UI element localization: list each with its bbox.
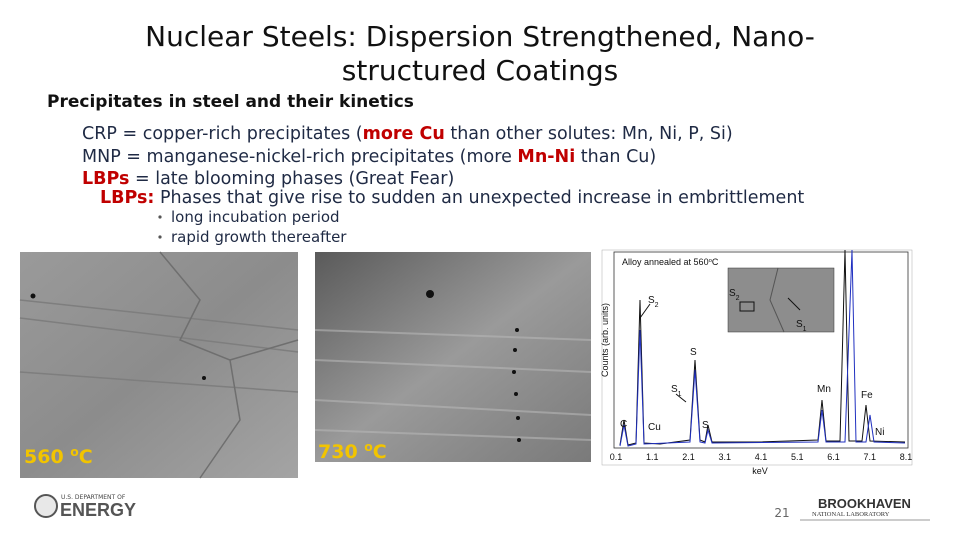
definition-line: LBPs = late blooming phases (Great Fear) bbox=[82, 169, 454, 189]
doe-logo bbox=[34, 494, 58, 518]
bullet-dot bbox=[158, 215, 162, 219]
x-tick-label: 8.1 bbox=[900, 452, 913, 462]
peak-label: C bbox=[620, 419, 627, 430]
y-axis-label: Counts (arb. units) bbox=[600, 303, 610, 377]
bullet-text: long incubation period bbox=[171, 208, 340, 226]
inset-label-main: S bbox=[796, 319, 803, 330]
definition-segment: than other solutes: Mn, Ni, P, Si) bbox=[445, 124, 733, 144]
x-tick-label: 2.1 bbox=[682, 452, 695, 462]
definition-line: MNP = manganese-nickel-rich precipitates… bbox=[82, 147, 656, 167]
peak-label-main: S bbox=[702, 420, 709, 431]
inset-title: Alloy annealed at 560oC bbox=[622, 257, 719, 267]
peak-label: S bbox=[702, 420, 709, 431]
bullet-text: rapid growth thereafter bbox=[171, 228, 347, 246]
subtitle: Precipitates in steel and their kinetics bbox=[47, 92, 414, 112]
image-label: 730 oC bbox=[318, 440, 387, 463]
image-label: 560 oC bbox=[24, 445, 93, 468]
peak-label-main: S bbox=[648, 295, 655, 306]
inset-label-sub: 1 bbox=[803, 326, 807, 333]
definition-segment: more Cu bbox=[363, 124, 445, 144]
x-axis-label: keV bbox=[752, 466, 768, 476]
texts: Nuclear Steels: Dispersion Strengthened,… bbox=[24, 20, 912, 520]
definition-segment: = late blooming phases (Great Fear) bbox=[129, 169, 454, 189]
definition-segment: than Cu) bbox=[575, 147, 656, 167]
definition-segment: LBPs: bbox=[100, 188, 154, 208]
eds-spectrum bbox=[601, 249, 913, 466]
peak-label-sub: 2 bbox=[655, 302, 659, 309]
bnl-sub: NATIONAL LABORATORY bbox=[812, 511, 890, 518]
definition-segment: = copper-rich precipitates ( bbox=[117, 124, 363, 144]
image-label-unit: C bbox=[373, 441, 387, 463]
peak-label-main: Ni bbox=[875, 427, 884, 438]
slide-title: Nuclear Steels: Dispersion Strengthened,… bbox=[145, 20, 815, 53]
bnl-main: BROOKHAVEN bbox=[818, 496, 911, 511]
peak-label-main: Fe bbox=[861, 390, 873, 401]
image-label-unit: C bbox=[79, 446, 93, 468]
micrograph-730 bbox=[314, 252, 592, 462]
peak-label: S2 bbox=[648, 295, 659, 309]
image-label-value: 730 bbox=[318, 441, 364, 463]
inset-label-sub: 2 bbox=[736, 295, 740, 302]
inset-title-value: Alloy annealed at 560 bbox=[622, 257, 709, 267]
inset-title-unit: C bbox=[712, 257, 719, 267]
peak-label-sub: 1 bbox=[678, 391, 682, 398]
definition-line: LBPs: Phases that give rise to sudden an… bbox=[100, 188, 804, 208]
definition-segment: Mn-Ni bbox=[517, 147, 575, 167]
peak-label: S1 bbox=[671, 384, 682, 398]
definition-segment: MNP = manganese-nickel-rich precipitates… bbox=[82, 147, 517, 167]
x-tick-label: 3.1 bbox=[718, 452, 731, 462]
definition-line: CRP = copper-rich precipitates (more Cu … bbox=[82, 124, 733, 144]
definition-segment: LBPs bbox=[82, 169, 129, 189]
image-label-degree: o bbox=[70, 445, 78, 459]
x-tick-label: 7.1 bbox=[863, 452, 876, 462]
micrograph-560 bbox=[19, 251, 299, 479]
x-tick-label: 4.1 bbox=[755, 452, 768, 462]
x-tick-label: 1.1 bbox=[646, 452, 659, 462]
x-tick-label: 0.1 bbox=[610, 452, 623, 462]
peak-label-main: Mn bbox=[817, 384, 831, 395]
image-label-value: 560 bbox=[24, 446, 70, 468]
doe-top: U.S. DEPARTMENT OF bbox=[61, 494, 126, 501]
x-tick-label: 6.1 bbox=[827, 452, 840, 462]
definition-segment: CRP bbox=[82, 124, 117, 144]
bullet-dot bbox=[158, 235, 162, 239]
peak-label: Mn bbox=[817, 384, 831, 395]
inset-title-degree: o bbox=[709, 258, 712, 264]
peak-label-main: C bbox=[620, 419, 627, 430]
inset-label: S1 bbox=[796, 319, 807, 333]
image-label-degree: o bbox=[364, 440, 372, 454]
peak-label: Fe bbox=[861, 390, 873, 401]
definition-segment: Phases that give rise to sudden an unexp… bbox=[154, 188, 804, 208]
slide-title: structured Coatings bbox=[342, 54, 618, 87]
peak-label-main: Cu bbox=[648, 422, 661, 433]
peak-label: Cu bbox=[648, 422, 661, 433]
x-tick-label: 5.1 bbox=[791, 452, 804, 462]
inset-label-main: S bbox=[729, 288, 736, 299]
peak-label: Ni bbox=[875, 427, 884, 438]
peak-label-main: S bbox=[671, 384, 678, 395]
page-number: 21 bbox=[774, 506, 789, 520]
inset-label: S2 bbox=[729, 288, 740, 302]
peak-label-main: S bbox=[690, 347, 697, 358]
peak-label: S bbox=[690, 347, 697, 358]
doe-main: ENERGY bbox=[60, 500, 136, 520]
